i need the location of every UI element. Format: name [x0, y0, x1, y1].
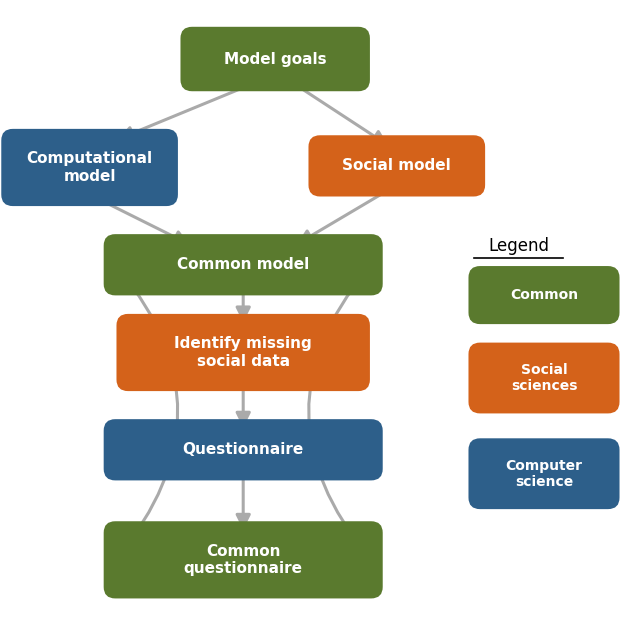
- FancyBboxPatch shape: [104, 521, 383, 598]
- FancyArrowPatch shape: [308, 269, 369, 558]
- Text: Common: Common: [510, 288, 578, 302]
- Text: Social
sciences: Social sciences: [511, 363, 577, 393]
- Text: Computational
model: Computational model: [26, 151, 153, 184]
- Text: Common
questionnaire: Common questionnaire: [184, 544, 303, 576]
- FancyBboxPatch shape: [468, 266, 620, 324]
- Text: Legend: Legend: [488, 237, 549, 255]
- Text: Model goals: Model goals: [224, 52, 326, 66]
- FancyBboxPatch shape: [308, 135, 485, 197]
- FancyBboxPatch shape: [468, 438, 620, 509]
- Text: Identify missing
social data: Identify missing social data: [174, 336, 312, 369]
- FancyBboxPatch shape: [1, 129, 178, 206]
- Text: Computer
science: Computer science: [506, 459, 582, 489]
- FancyBboxPatch shape: [104, 234, 383, 295]
- Text: Common model: Common model: [177, 257, 309, 272]
- FancyBboxPatch shape: [180, 27, 370, 91]
- FancyArrowPatch shape: [117, 269, 178, 558]
- FancyBboxPatch shape: [468, 343, 620, 413]
- Text: Questionnaire: Questionnaire: [182, 442, 304, 457]
- Text: Social model: Social model: [342, 158, 451, 174]
- FancyBboxPatch shape: [104, 419, 383, 480]
- FancyBboxPatch shape: [116, 314, 370, 391]
